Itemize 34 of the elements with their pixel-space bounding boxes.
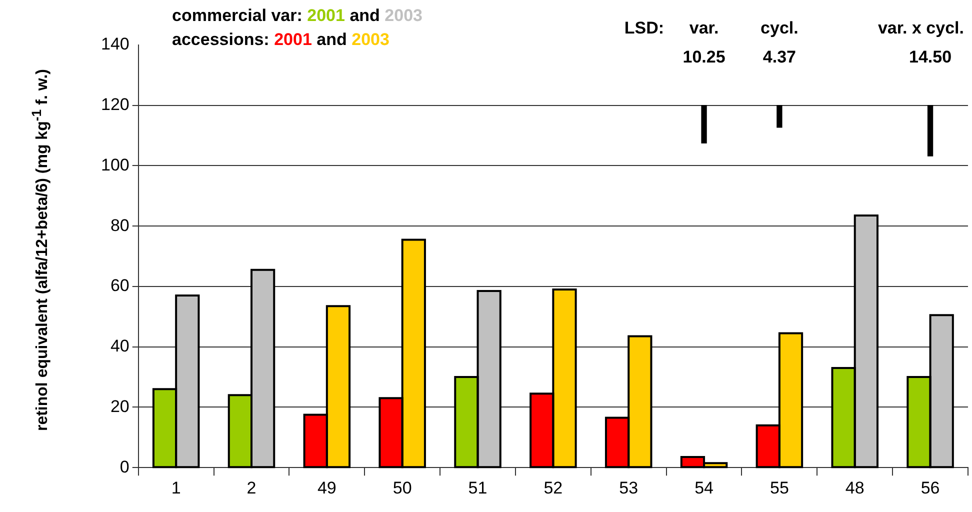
y-tick-label: 60 bbox=[110, 276, 130, 296]
annotation: 10.25 bbox=[682, 48, 726, 67]
text: 2001 bbox=[307, 6, 345, 25]
text: commercial var: bbox=[172, 6, 302, 25]
x-tick-label: 56 bbox=[920, 478, 940, 498]
x-tick-label: 2 bbox=[246, 478, 256, 498]
y-tick-label: 40 bbox=[110, 336, 130, 356]
x-tick-label: 54 bbox=[694, 478, 714, 498]
text: 2003 bbox=[352, 30, 390, 49]
text: cycl. bbox=[760, 18, 798, 38]
text: LSD: bbox=[624, 18, 664, 38]
y-tick-label: 100 bbox=[100, 155, 130, 174]
annotation: 4.37 bbox=[762, 48, 796, 67]
text: 2003 bbox=[384, 6, 422, 25]
text: var. x cycl. bbox=[878, 18, 964, 38]
x-tick-label: 50 bbox=[392, 478, 412, 498]
text: and bbox=[350, 6, 380, 25]
x-tick-label: 52 bbox=[544, 478, 563, 498]
x-tick-label: 49 bbox=[317, 478, 336, 498]
y-tick-label: 0 bbox=[120, 457, 130, 476]
y-tick-label: 140 bbox=[100, 34, 130, 54]
x-tick-label: 53 bbox=[619, 478, 638, 498]
text: 2001 bbox=[274, 30, 312, 49]
y-tick-label: 120 bbox=[100, 95, 130, 114]
annotation: accessions: bbox=[172, 30, 270, 49]
x-tick-label: 51 bbox=[468, 478, 488, 498]
x-tick-label: 48 bbox=[845, 478, 864, 498]
x-tick-label: 1 bbox=[171, 478, 181, 498]
text: var. bbox=[689, 18, 719, 38]
x-tick-label: 55 bbox=[770, 478, 789, 498]
y-tick-label: 20 bbox=[110, 396, 130, 416]
annotation: and bbox=[316, 30, 347, 49]
y-tick-label: 80 bbox=[110, 216, 130, 235]
annotation: 14.50 bbox=[909, 48, 952, 67]
